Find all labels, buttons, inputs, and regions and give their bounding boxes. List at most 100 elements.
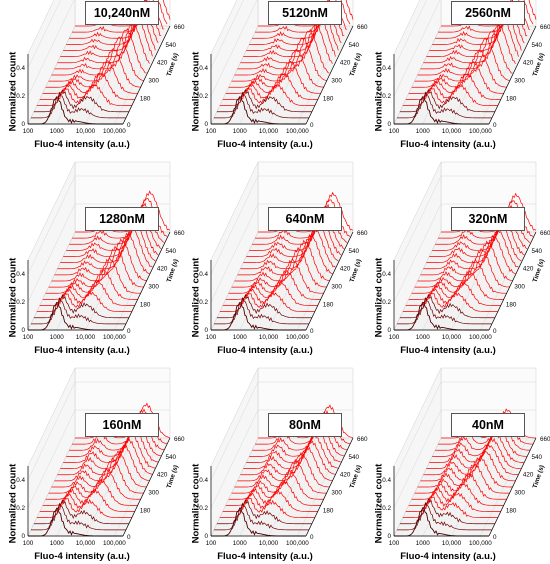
time-tick-label: 660 [540, 230, 550, 237]
side-gridline [393, 175, 442, 275]
time-trace [30, 91, 126, 119]
y-tick-label: 0.2 [199, 299, 208, 306]
x-axis-label: Fluo-4 intensity (a.u.) [217, 345, 313, 356]
side-gridline [27, 0, 75, 97]
time-trace [216, 293, 312, 319]
side-gridline [393, 0, 441, 97]
floor-gridline [297, 231, 345, 331]
time-axis-line [305, 25, 354, 125]
time-tick-label: 420 [340, 266, 351, 273]
concentration-label: 2560nM [451, 1, 525, 25]
x-tick-label: 1000 [416, 334, 431, 341]
x-tick-label: 10,000 [76, 334, 96, 341]
time-trace [399, 498, 495, 525]
time-tick-label: 0 [493, 534, 497, 541]
time-tick-label: 300 [331, 283, 342, 290]
time-tick-label: 180 [140, 507, 151, 514]
time-trace [57, 438, 153, 476]
time-trace [441, 192, 537, 233]
time-trace [441, 0, 537, 27]
time-tick-label: 300 [331, 489, 342, 496]
time-trace [42, 60, 138, 94]
panel-4: 100 1000 10,000 100,000 0 0.2 0.4 0 180 300 420 540… [0, 161, 185, 358]
panel-7: 100 1000 10,000 100,000 0 0.2 0.4 0 180 300 420 540… [0, 367, 185, 564]
floor-gridline [422, 437, 470, 537]
floor-gridline [85, 231, 133, 331]
floor-gridline [451, 231, 499, 331]
time-axis-line [122, 231, 171, 331]
concentration-label: 5120nM [268, 1, 342, 25]
panel-2: 100 1000 10,000 100,000 0 0.2 0.4 0 180 300 420 540… [183, 0, 368, 152]
y-tick-label: 0.4 [199, 65, 208, 72]
x-tick-label: 10,000 [76, 128, 96, 135]
concentration-label: 1280nM [85, 207, 159, 231]
time-trace [396, 501, 492, 531]
time-trace [417, 457, 513, 488]
x-tick-label: 100,000 [103, 540, 126, 547]
time-tick-label: 540 [531, 42, 542, 49]
concentration-label: 40nM [451, 413, 525, 437]
time-tick-label: 420 [157, 472, 168, 479]
time-trace [213, 297, 309, 325]
x-tick-label: 100 [389, 128, 400, 135]
x-tick-label: 100 [206, 334, 217, 341]
floor-gridline [56, 25, 104, 125]
floor-gridline [451, 25, 499, 125]
y-tick-label: 0 [21, 327, 25, 334]
y-axis-label: Normalized count [373, 51, 385, 132]
time-trace [252, 0, 348, 39]
y-axis-label: Normalized count [7, 51, 19, 132]
time-axis-label: Time (s) [166, 52, 180, 77]
y-tick-label: 0.2 [199, 93, 208, 100]
time-tick-label: 660 [540, 436, 550, 443]
side-gridline [210, 409, 259, 509]
time-trace [408, 61, 504, 94]
time-trace [213, 502, 309, 531]
y-axis-label: Normalized count [190, 463, 202, 544]
y-axis-label: Normalized count [373, 463, 385, 544]
time-trace [33, 499, 129, 525]
y-tick-label: 0.4 [16, 65, 25, 72]
x-tick-label: 100,000 [103, 334, 126, 341]
time-trace [237, 233, 333, 276]
side-gridline [27, 203, 76, 303]
time-tick-label: 660 [540, 24, 550, 31]
time-trace [420, 234, 516, 276]
concentration-label: 320nM [451, 207, 525, 231]
time-trace [243, 434, 339, 469]
floor-gridline [114, 25, 162, 125]
x-tick-label: 100,000 [469, 540, 492, 547]
time-tick-label: 420 [157, 266, 168, 273]
time-tick-label: 300 [148, 77, 159, 84]
time-trace [399, 293, 495, 319]
floor-gridline [239, 25, 287, 125]
concentration-label: 640nM [268, 207, 342, 231]
side-gridline [210, 175, 259, 275]
time-trace [435, 0, 531, 39]
time-trace [426, 438, 522, 469]
panel-1: 100 1000 10,000 100,000 0 0.2 0.4 0 180 300 420 540… [0, 0, 185, 152]
time-axis-label: Time (s) [166, 258, 180, 283]
time-trace [258, 0, 354, 27]
y-tick-label: 0.4 [382, 271, 391, 278]
time-trace [420, 23, 516, 70]
time-axis-label: Time (s) [532, 258, 546, 283]
time-tick-label: 660 [357, 24, 368, 31]
side-gridline [393, 381, 442, 481]
y-tick-label: 0.2 [16, 505, 25, 512]
time-trace [72, 198, 168, 239]
time-trace [33, 88, 129, 113]
time-trace [240, 227, 336, 270]
time-axis-line [305, 437, 354, 537]
time-trace [423, 228, 519, 270]
panel-8: 100 1000 10,000 100,000 0 0.2 0.4 0 180 300 420 540… [183, 367, 368, 564]
time-trace [51, 27, 147, 76]
x-tick-label: 1000 [233, 128, 248, 135]
y-axis-label: Normalized count [190, 257, 202, 338]
time-tick-label: 540 [348, 454, 359, 461]
x-tick-label: 100 [389, 540, 400, 547]
time-tick-label: 300 [148, 283, 159, 290]
y-axis-label: Normalized count [7, 463, 19, 544]
time-trace [69, 0, 165, 39]
